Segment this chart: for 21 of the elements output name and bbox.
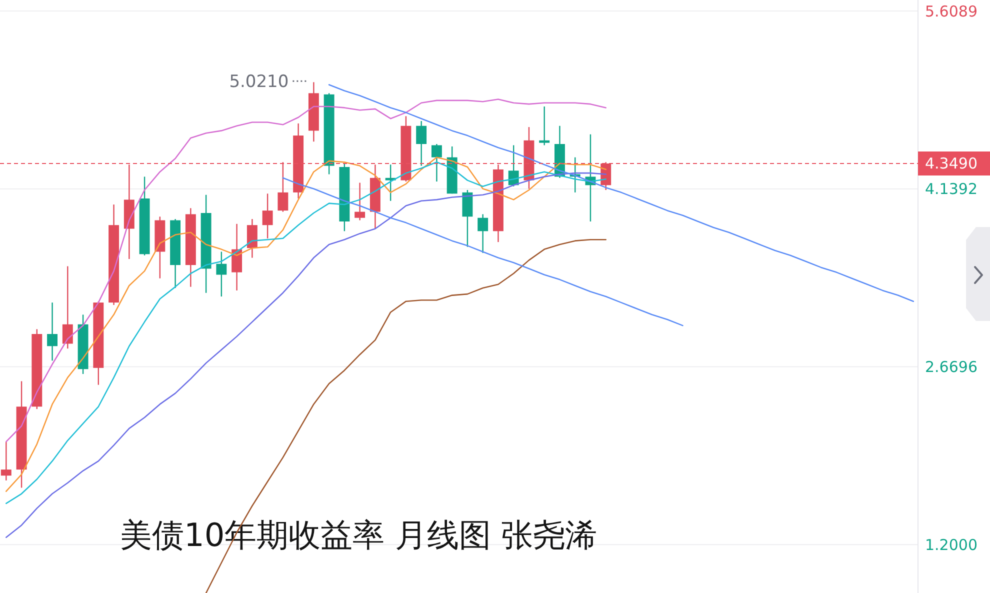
annotation: 5.0210 <box>229 72 289 92</box>
candlestick <box>262 193 273 240</box>
candlestick <box>232 223 242 292</box>
candlestick <box>0 441 12 482</box>
line-series <box>282 177 684 326</box>
y-tick-label: 5.6089 <box>925 2 978 20</box>
candlestick <box>216 251 227 298</box>
candlestick <box>354 182 366 221</box>
candlestick <box>416 120 427 166</box>
candlestick <box>478 214 488 254</box>
candlestick <box>431 143 442 182</box>
y-tick-label: 4.1392 <box>925 180 978 198</box>
candlestick <box>62 266 73 350</box>
y-tick-label: 1.2000 <box>925 536 978 554</box>
candlestick <box>539 106 550 146</box>
line-series <box>6 98 606 442</box>
candlestick <box>47 302 58 362</box>
ref-line-label: 4.3490 <box>925 154 978 173</box>
y-tick-label: 2.6696 <box>925 358 978 376</box>
candlestick <box>246 218 258 258</box>
line-series <box>328 84 914 302</box>
